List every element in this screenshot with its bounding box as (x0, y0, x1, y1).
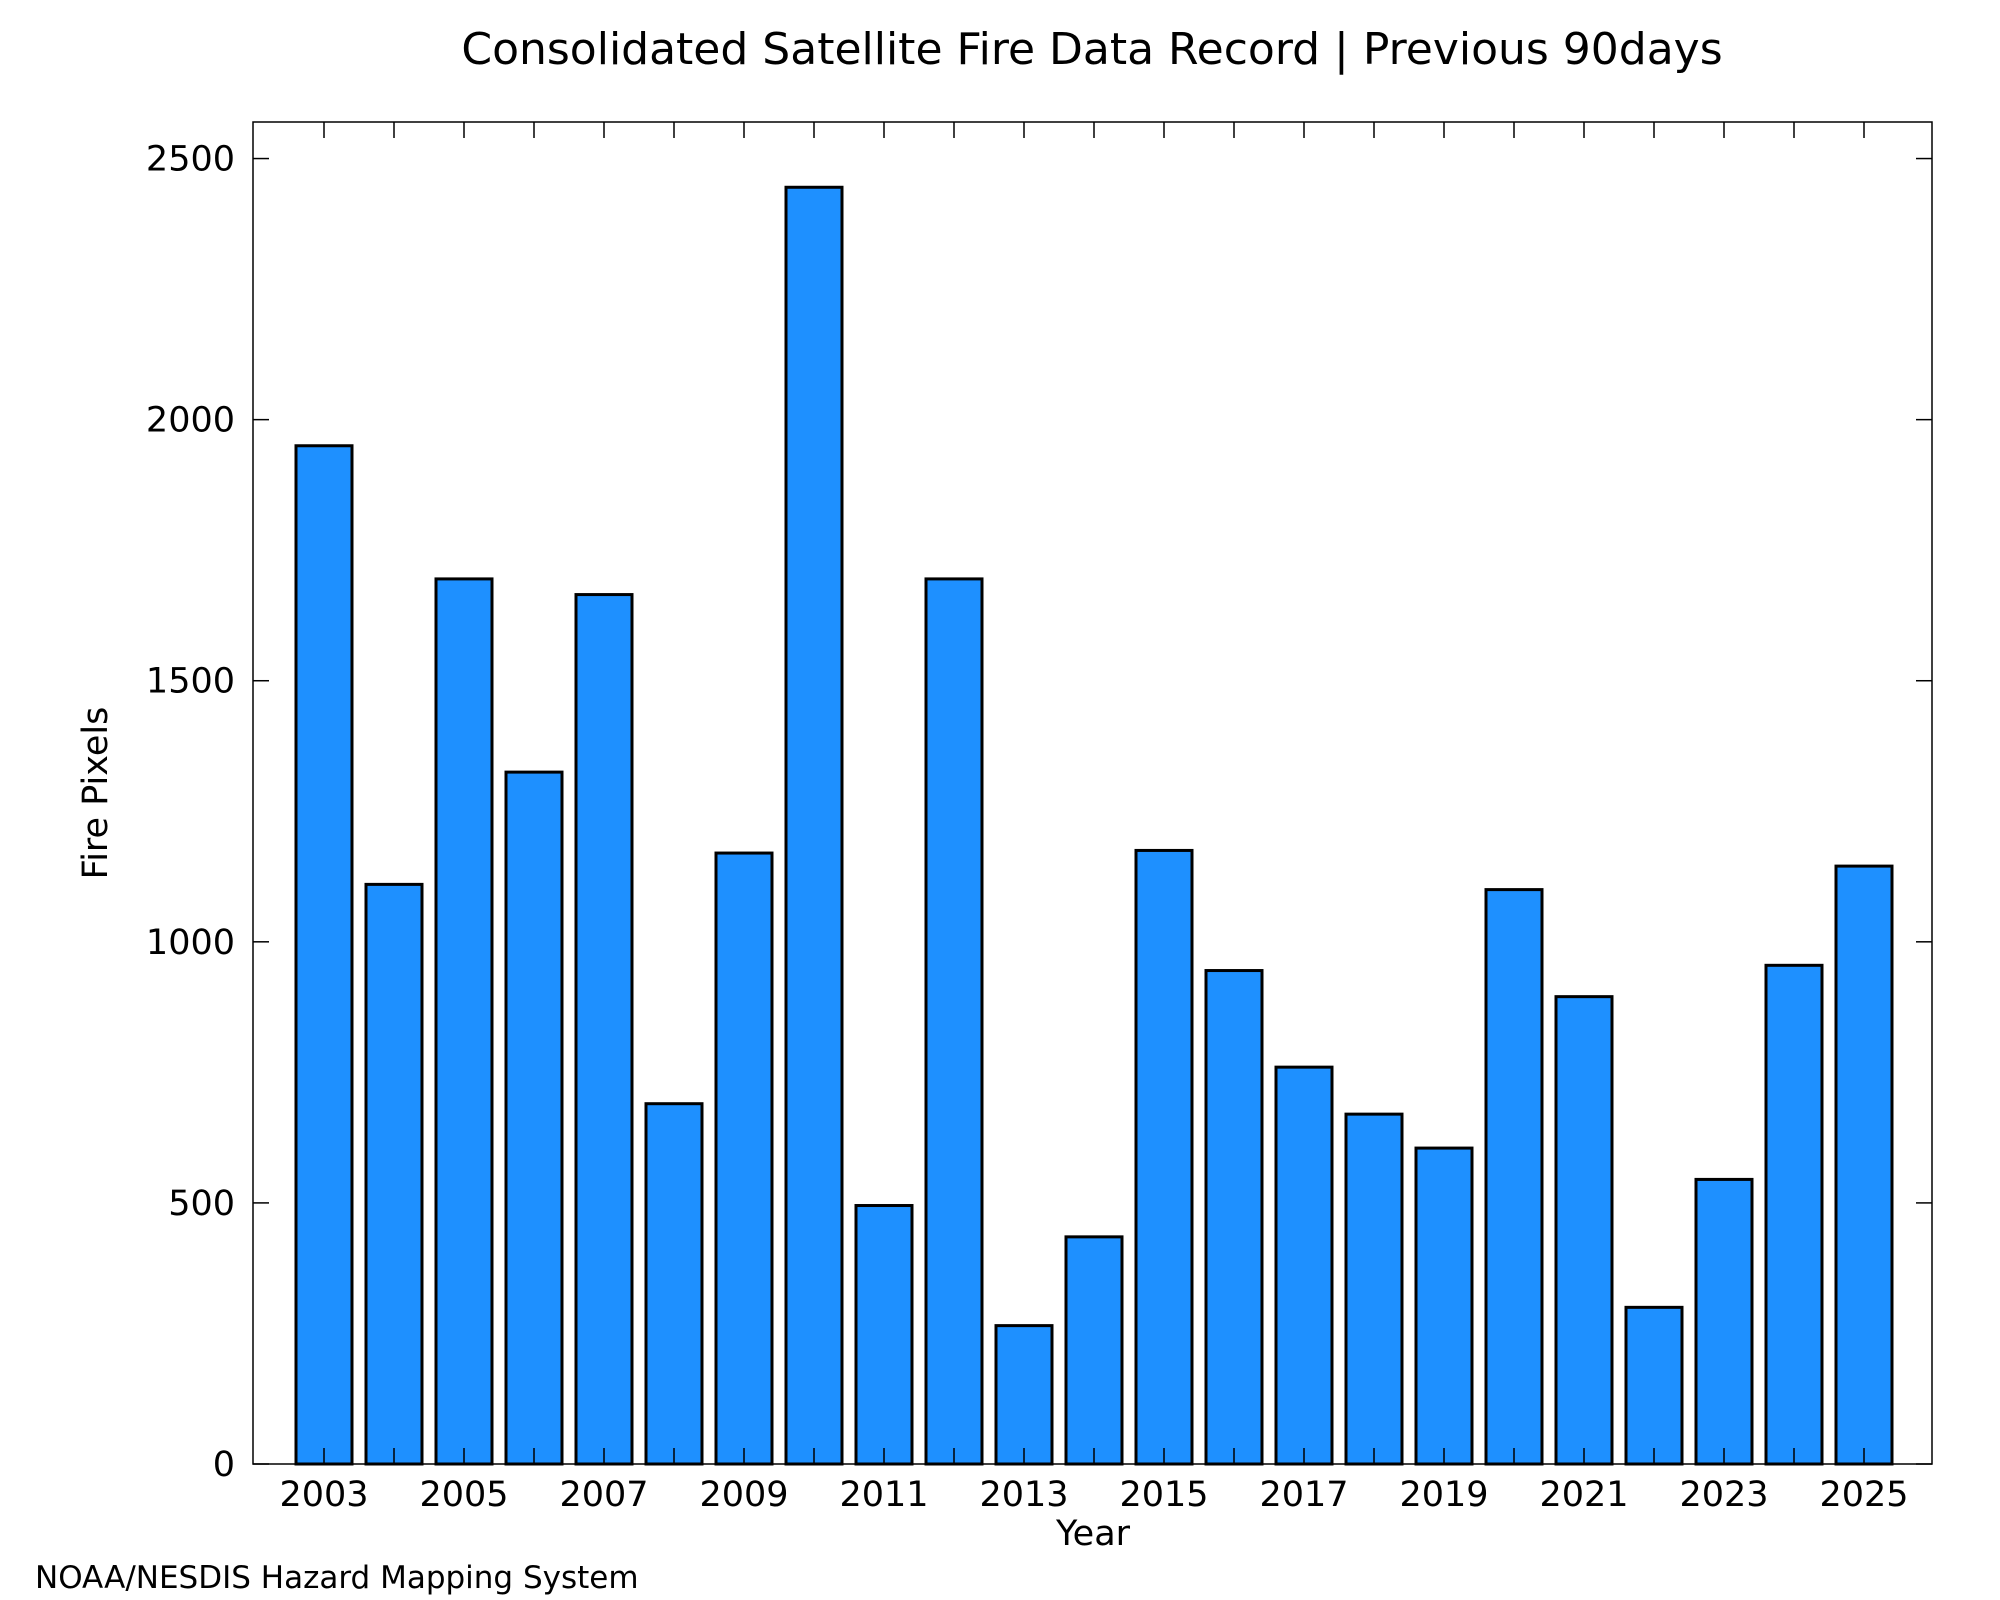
y-tick-label: 1000 (146, 923, 235, 963)
x-tick-label: 2023 (1679, 1475, 1768, 1515)
bar-2018 (1344, 1112, 1404, 1466)
x-tick-label: 2019 (1399, 1475, 1488, 1515)
y-tick-label: 2000 (146, 401, 235, 441)
bar-2003 (294, 444, 354, 1466)
x-tick-label: 2009 (699, 1475, 788, 1515)
bar-2011 (854, 1204, 914, 1466)
x-tick-label: 2005 (419, 1475, 508, 1515)
bar-2006 (504, 770, 564, 1466)
bar-2007 (574, 593, 634, 1466)
y-tick-label: 0 (213, 1445, 235, 1485)
y-axis-label: Fire Pixels (76, 707, 116, 880)
bar-2021 (1554, 995, 1614, 1466)
bar-2012 (924, 577, 984, 1466)
ticks-layer: 0 500 1000 1500 2000 2500 2003 2005 2007 2009 2011… (146, 122, 1932, 1515)
x-axis-label: Year (1055, 1514, 1131, 1554)
bar-2015 (1134, 848, 1194, 1466)
x-tick-label: 2013 (979, 1475, 1068, 1515)
bar-2017 (1274, 1065, 1334, 1466)
bar-2016 (1204, 969, 1264, 1466)
bar-2004 (364, 882, 424, 1466)
y-tick-label: 2500 (146, 140, 235, 180)
credit-text: NOAA/NESDIS Hazard Mapping System (35, 1560, 639, 1596)
bar-2005 (434, 577, 494, 1466)
x-tick-label: 2017 (1259, 1475, 1348, 1515)
bar-2010 (784, 185, 844, 1466)
y-tick-label: 1500 (146, 662, 235, 702)
x-tick-label: 2007 (559, 1475, 648, 1515)
x-tick-label: 2003 (279, 1475, 368, 1515)
chart-title: Consolidated Satellite Fire Data Record … (461, 24, 1722, 75)
bar-2024 (1764, 963, 1824, 1466)
bars-layer (294, 185, 1894, 1466)
bar-2013 (994, 1324, 1054, 1466)
bar-2009 (714, 851, 774, 1466)
bar-2019 (1414, 1146, 1474, 1466)
x-tick-label: 2015 (1119, 1475, 1208, 1515)
bar-2020 (1484, 888, 1544, 1466)
x-tick-label: 2025 (1819, 1475, 1908, 1515)
x-tick-label: 2011 (839, 1475, 928, 1515)
x-tick-label: 2021 (1539, 1475, 1628, 1515)
bar-2023 (1694, 1177, 1754, 1466)
bar-2008 (644, 1102, 704, 1466)
bar-2022 (1624, 1305, 1684, 1466)
y-tick-label: 500 (168, 1184, 235, 1224)
bar-2025 (1834, 864, 1894, 1466)
bar-2014 (1064, 1235, 1124, 1466)
